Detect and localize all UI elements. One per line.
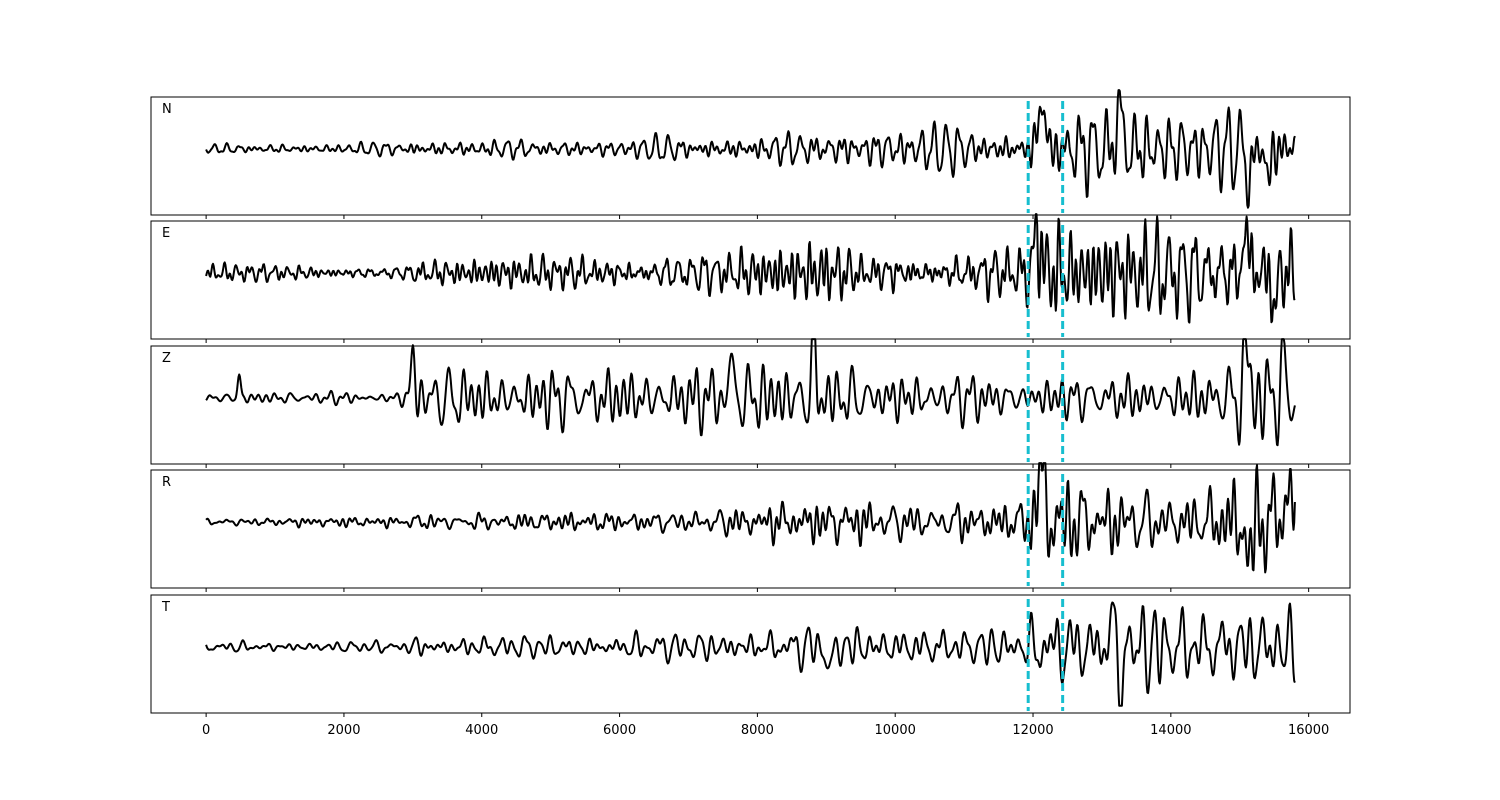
x-tick-label: 12000 [1012, 723, 1053, 738]
trace-line-e [205, 213, 1296, 324]
panel-n: N [150, 89, 1351, 219]
panel-frame [150, 220, 1351, 340]
channel-label-e: E [162, 226, 170, 241]
x-tick-label: 14000 [1150, 723, 1191, 738]
x-tick-label: 4000 [465, 723, 498, 738]
channel-label-r: R [162, 475, 171, 490]
panel-z: Z [150, 338, 1351, 468]
panel-frame [150, 469, 1351, 589]
trace-line-n [205, 89, 1296, 209]
trace-line-z [205, 338, 1296, 447]
channel-label-t: T [161, 600, 170, 615]
x-axis: 0 2000 4000 6000 8000 10000 12000 14000 16000 [202, 723, 1329, 738]
trace-line-r [205, 462, 1296, 574]
panel-t: T [150, 594, 1351, 717]
panel-frame [150, 345, 1351, 465]
x-tick-label: 2000 [327, 723, 360, 738]
panel-frame [150, 594, 1351, 714]
channel-label-n: N [162, 102, 172, 117]
trace-panels: N E Z R T [150, 89, 1351, 717]
panel-frame [150, 96, 1351, 216]
x-tick-label: 8000 [741, 723, 774, 738]
x-tick-label: 16000 [1288, 723, 1329, 738]
panel-r: R [150, 462, 1351, 592]
x-tick-label: 6000 [603, 723, 636, 738]
channel-label-z: Z [162, 351, 171, 366]
trace-line-t [205, 601, 1296, 707]
x-tick-label: 0 [202, 723, 210, 738]
panel-e: E [150, 213, 1351, 343]
x-tick-label: 10000 [875, 723, 916, 738]
